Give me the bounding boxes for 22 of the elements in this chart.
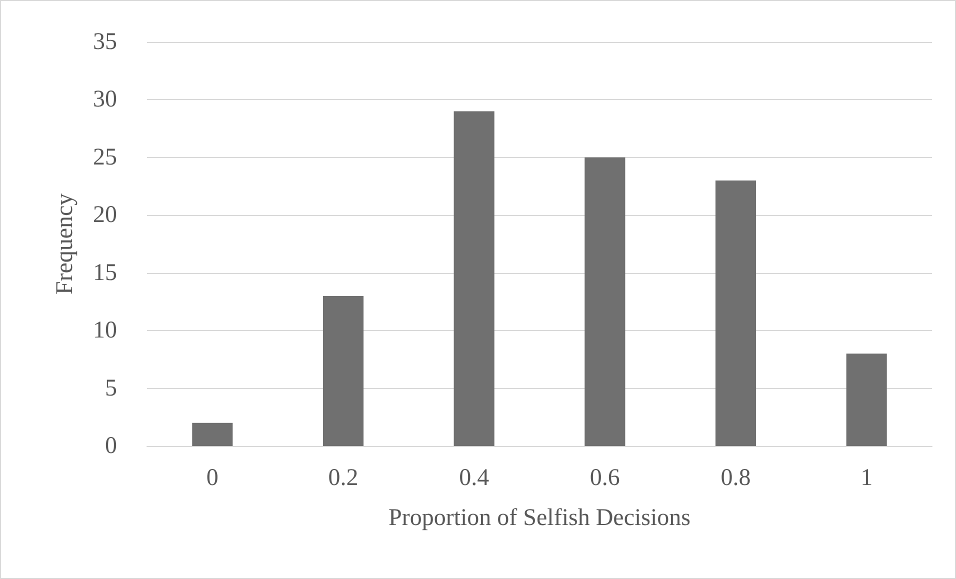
y-tick-label: 10 [93, 318, 117, 344]
y-tick-label: 20 [93, 202, 117, 228]
x-tick-label: 1 [860, 465, 873, 491]
x-tick-label: 0.2 [328, 465, 358, 491]
x-axis-title: Proportion of Selfish Decisions [388, 505, 690, 531]
y-tick-label: 25 [93, 144, 117, 170]
y-tick-label: 0 [105, 433, 117, 459]
y-tick-label: 35 [93, 29, 117, 55]
y-axis-title: Frequency [52, 193, 78, 295]
y-tick-label: 30 [93, 86, 117, 113]
x-tick-label: 0.8 [720, 465, 751, 491]
y-tick-label: 5 [105, 375, 117, 402]
bar [192, 422, 233, 446]
y-tick-label: 15 [93, 260, 117, 286]
x-tick-label: 0.4 [459, 465, 490, 491]
bar [846, 354, 887, 446]
bar [715, 180, 756, 446]
bar [454, 111, 494, 446]
x-tick-label: 0.6 [590, 465, 620, 491]
x-tick-label: 0 [206, 465, 218, 491]
bar [322, 296, 364, 446]
bar [584, 157, 626, 446]
